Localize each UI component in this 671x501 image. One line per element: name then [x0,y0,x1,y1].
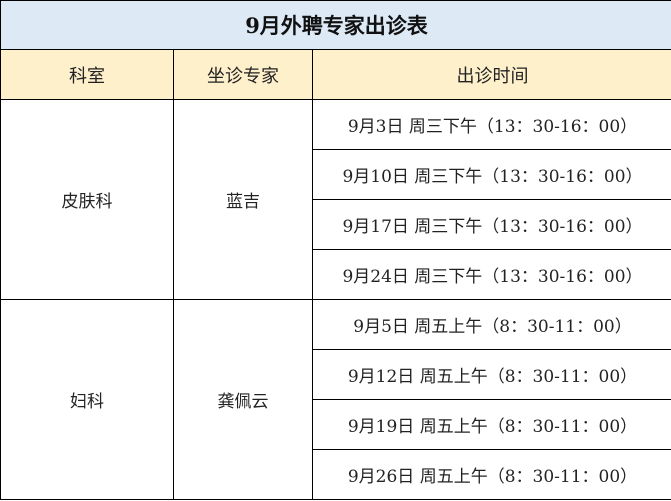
table-title: 9月外聘专家出诊表 [0,0,671,50]
time-cell: 9月5日 周五上午（8：30-11：00） [312,299,671,350]
time-cell: 9月24日 周三下午（13：30-16：00） [312,249,671,300]
expert-cell: 蓝吉 [173,99,313,300]
header-expert: 坐诊专家 [173,49,313,100]
time-cell: 9月19日 周五上午（8：30-11：00） [312,399,671,450]
department-cell: 皮肤科 [0,99,174,300]
expert-cell: 龚佩云 [173,299,313,500]
time-cell: 9月17日 周三下午（13：30-16：00） [312,199,671,250]
header-time: 出诊时间 [312,49,671,100]
department-cell: 妇科 [0,299,174,500]
header-department: 科室 [0,49,174,100]
time-cell: 9月26日 周五上午（8：30-11：00） [312,449,671,500]
time-cell: 9月3日 周三下午（13：30-16：00） [312,99,671,150]
time-cell: 9月10日 周三下午（13：30-16：00） [312,149,671,200]
time-cell: 9月12日 周五上午（8：30-11：00） [312,349,671,400]
